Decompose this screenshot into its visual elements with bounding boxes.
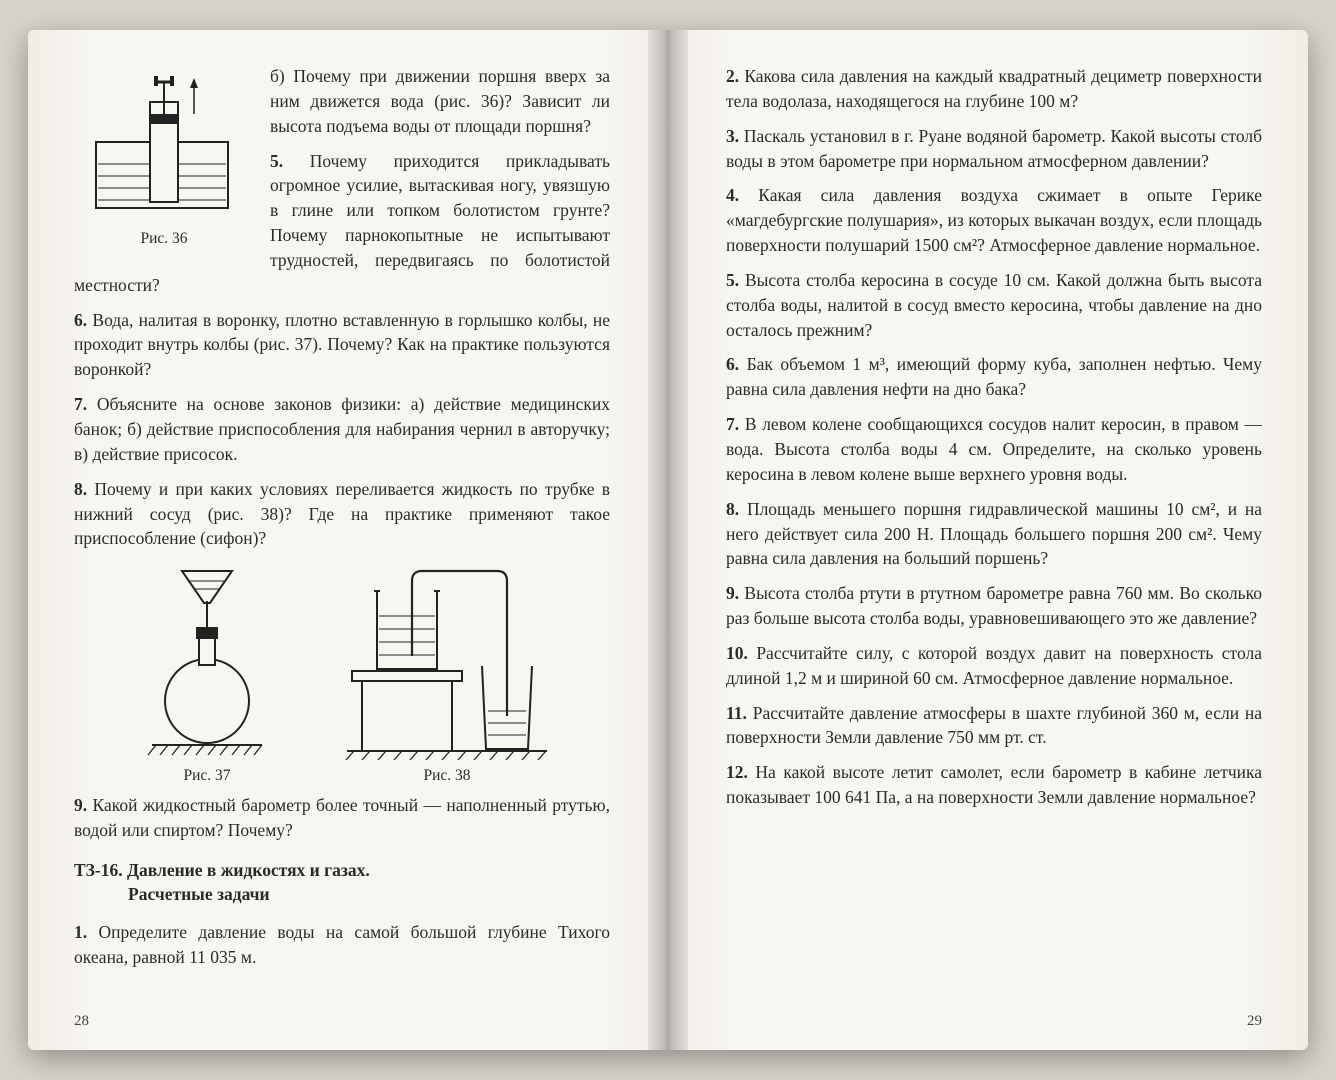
problem-10: 10. Рассчитайте силу, с которой воздух д… (726, 641, 1262, 691)
paragraph-7: 7. Объясните на основе законов физики: а… (74, 392, 610, 467)
figure-37: Рис. 37 (132, 561, 282, 787)
paragraph-8: 8. Почему и при каких условиях переливае… (74, 477, 610, 552)
funnel-flask-icon (132, 561, 282, 761)
problem-5: 5. Высота столба керосина в сосуде 10 см… (726, 268, 1262, 343)
book-spread: Рис. 36 б) Почему при движении поршня вв… (28, 30, 1308, 1050)
figure-37-caption: Рис. 37 (132, 765, 282, 787)
problem-2: 2. Какова сила давления на каждый квадра… (726, 64, 1262, 114)
siphon-diagram-icon (342, 561, 552, 761)
figure-38: Рис. 38 (342, 561, 552, 787)
problem-11: 11. Рассчитайте давление атмосферы в шах… (726, 701, 1262, 751)
figure-36: Рис. 36 (74, 64, 254, 250)
problem-3: 3. Паскаль установил в г. Руане водяной … (726, 124, 1262, 174)
page-right: 2. Какова сила давления на каждый квадра… (668, 30, 1308, 1050)
problem-4: 4. Какая сила давления воздуха сжимает в… (726, 183, 1262, 258)
paragraph-9: 9. Какой жидкостный барометр более точны… (74, 793, 610, 843)
paragraph-6: 6. Вода, налитая в воронку, плотно встав… (74, 308, 610, 383)
piston-diagram-icon (84, 64, 244, 224)
section-heading: ТЗ-16. Давление в жидкостях и газах. Рас… (74, 859, 610, 906)
page-left: Рис. 36 б) Почему при движении поршня вв… (28, 30, 668, 1050)
figure-row: Рис. 37 (74, 561, 610, 787)
figure-38-caption: Рис. 38 (342, 765, 552, 787)
problem-7: 7. В левом колене сообщающихся сосудов н… (726, 412, 1262, 487)
problem-9: 9. Высота столба ртути в ртутном баромет… (726, 581, 1262, 631)
problem-12: 12. На какой высоте летит самолет, если … (726, 760, 1262, 810)
page-number-left: 28 (74, 1011, 89, 1032)
problem-8: 8. Площадь меньшего поршня гидравлическо… (726, 497, 1262, 572)
problem-6: 6. Бак объемом 1 м³, имеющий форму куба,… (726, 352, 1262, 402)
page-number-right: 29 (1247, 1011, 1262, 1032)
figure-36-caption: Рис. 36 (74, 228, 254, 250)
problem-1: 1. Определите давление воды на самой бол… (74, 920, 610, 970)
